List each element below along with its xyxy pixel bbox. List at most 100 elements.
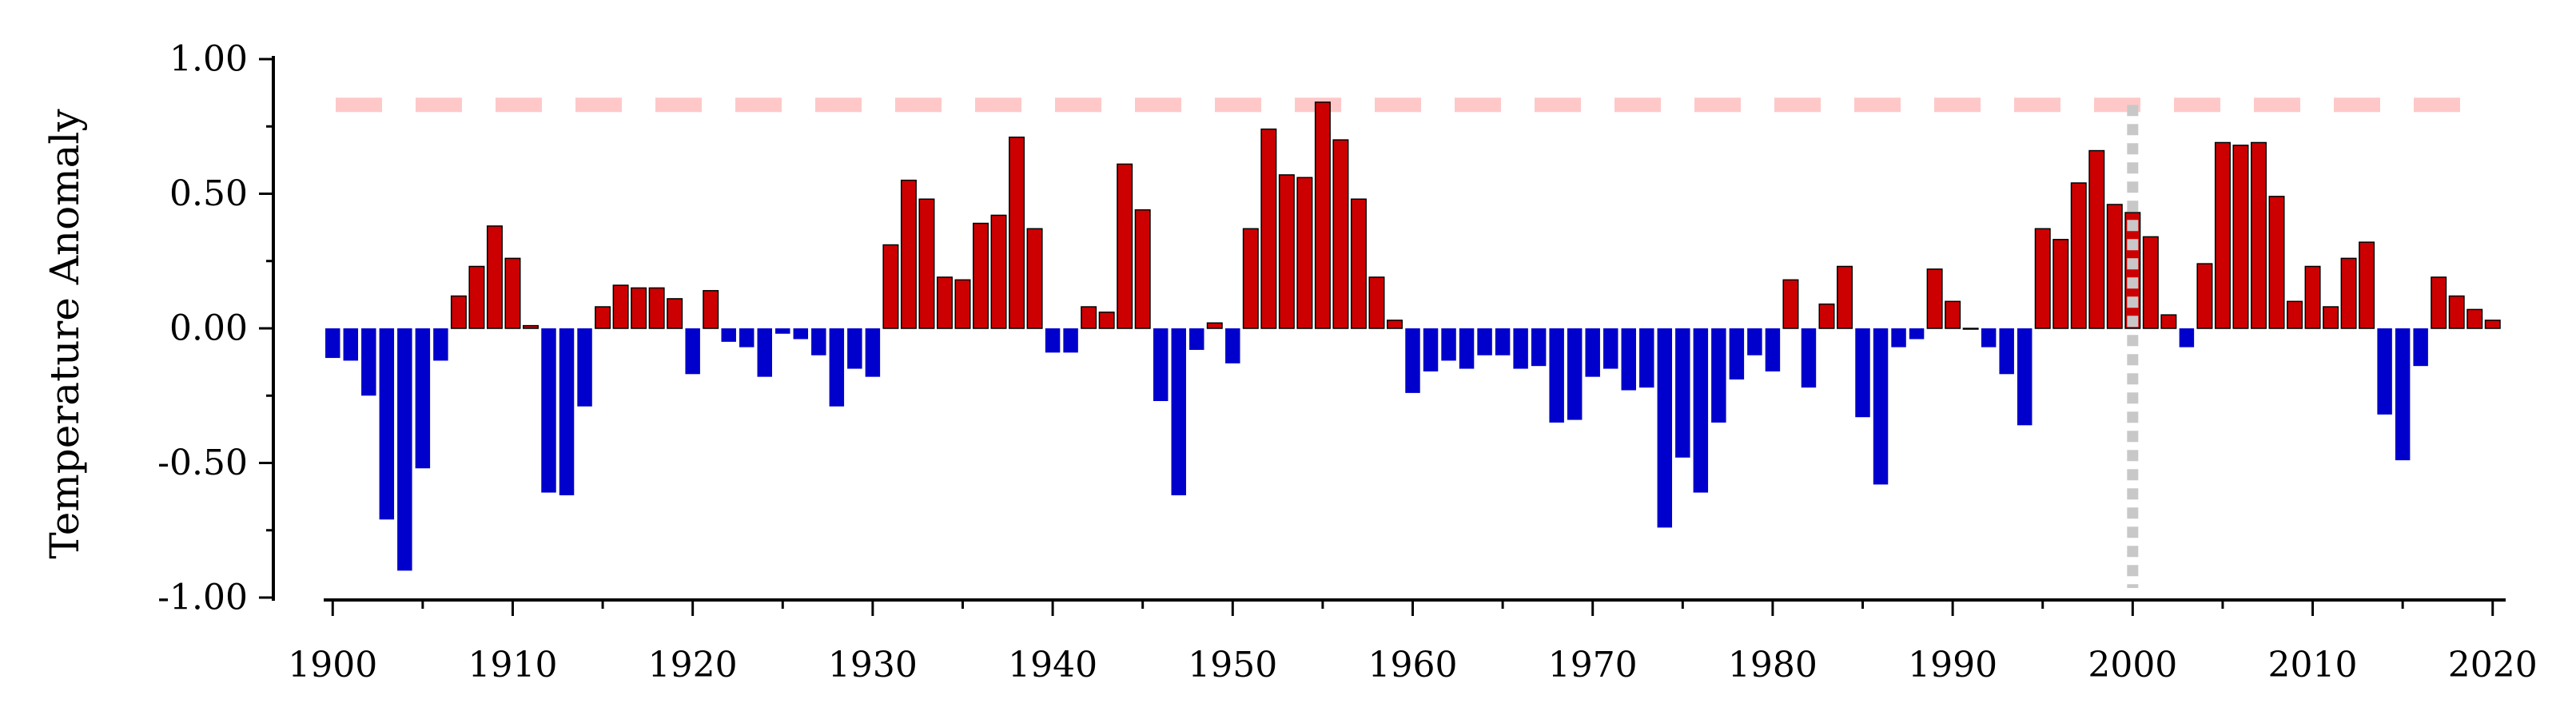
- bar-1938: [1009, 136, 1025, 329]
- bar-1956: [1332, 139, 1349, 329]
- bar-2013: [2359, 241, 2375, 329]
- bar-1949: [1206, 322, 1223, 329]
- bar-1971: [1603, 328, 1618, 369]
- bar-1924: [757, 328, 772, 377]
- bar-2014: [2377, 328, 2392, 415]
- bar-2020: [2484, 320, 2501, 329]
- bar-2017: [2431, 276, 2447, 329]
- x-tick-label: 2010: [2268, 645, 2358, 685]
- bar-1927: [811, 328, 826, 356]
- bar-2007: [2250, 141, 2267, 329]
- bar-1990: [1945, 300, 1961, 329]
- bar-1958: [1368, 276, 1385, 329]
- bar-1935: [954, 279, 971, 329]
- bar-2019: [2467, 308, 2483, 329]
- bar-1981: [1782, 279, 1799, 329]
- bar-1931: [882, 244, 899, 329]
- bar-1941: [1063, 328, 1078, 353]
- bar-1953: [1278, 174, 1295, 329]
- bar-1967: [1531, 328, 1547, 367]
- bar-1960: [1405, 328, 1420, 393]
- bar-1985: [1855, 328, 1870, 418]
- bar-1974: [1657, 328, 1673, 528]
- bar-1925: [775, 328, 790, 334]
- bar-2005: [2214, 141, 2231, 329]
- bar-2012: [2340, 257, 2357, 329]
- bar-1996: [2052, 239, 2069, 329]
- bar-1930: [865, 328, 881, 377]
- y-tick-label: 0.50: [169, 173, 248, 214]
- bar-2004: [2196, 263, 2213, 329]
- bar-1942: [1081, 306, 1097, 329]
- bar-1982: [1801, 328, 1817, 388]
- bar-1936: [973, 222, 989, 329]
- x-tick-label: 1980: [1728, 645, 1818, 685]
- bar-1984: [1837, 265, 1853, 329]
- bar-1951: [1242, 228, 1259, 329]
- bar-1905: [415, 328, 431, 469]
- bar-1904: [397, 328, 412, 571]
- axes-group: 1.00 0.50 0.00 -0.50 -1.00 1900 1910 1920 1930 19…: [157, 39, 2538, 686]
- bar-1911: [523, 324, 539, 329]
- bar-1968: [1549, 328, 1564, 423]
- bar-1900: [325, 328, 340, 359]
- bar-1914: [577, 328, 592, 407]
- bar-1920: [685, 328, 700, 375]
- bar-1983: [1818, 303, 1835, 329]
- bar-1903: [379, 328, 395, 520]
- bar-1944: [1117, 163, 1133, 329]
- bar-1999: [2106, 204, 2123, 329]
- bar-1998: [2088, 149, 2105, 329]
- bar-1980: [1765, 328, 1781, 371]
- bar-1943: [1098, 312, 1115, 329]
- x-tick-label: 1910: [468, 645, 557, 685]
- bar-1937: [990, 214, 1007, 329]
- bar-1979: [1747, 328, 1762, 356]
- bar-1922: [721, 328, 736, 342]
- y-tick-label: 0.00: [169, 308, 248, 349]
- bar-1975: [1675, 328, 1690, 458]
- x-tick-label: 1960: [1368, 645, 1458, 685]
- bar-1940: [1045, 328, 1061, 353]
- bar-1976: [1693, 328, 1709, 493]
- bar-1921: [703, 290, 719, 329]
- bar-1994: [2017, 328, 2033, 426]
- bar-1909: [486, 225, 503, 329]
- bar-1977: [1711, 328, 1726, 423]
- y-tick-label: -1.00: [157, 578, 248, 618]
- y-tick-label: 1.00: [169, 39, 248, 80]
- bar-1918: [648, 287, 665, 329]
- bar-1919: [667, 298, 683, 329]
- bar-2015: [2395, 328, 2411, 461]
- x-tick-label: 1950: [1188, 645, 1277, 685]
- bar-1902: [361, 328, 376, 396]
- bar-1910: [504, 257, 521, 329]
- bar-1915: [595, 306, 611, 329]
- bar-1947: [1171, 328, 1186, 495]
- bar-1917: [631, 287, 647, 329]
- bar-1965: [1495, 328, 1511, 356]
- bar-1966: [1513, 328, 1528, 369]
- bar-1906: [433, 328, 448, 361]
- bar-2003: [2179, 328, 2195, 348]
- bar-1955: [1314, 101, 1331, 329]
- bar-1969: [1567, 328, 1583, 420]
- bar-2006: [2232, 145, 2249, 329]
- bar-1916: [612, 284, 629, 329]
- bar-2018: [2448, 295, 2465, 329]
- bar-1991: [1962, 328, 1979, 330]
- bar-2011: [2323, 306, 2339, 329]
- bar-1993: [1999, 328, 2014, 375]
- bar-1972: [1621, 328, 1636, 391]
- x-tick-label: 1970: [1548, 645, 1638, 685]
- bar-1934: [936, 276, 953, 329]
- bar-1964: [1477, 328, 1492, 356]
- bar-1946: [1153, 328, 1169, 401]
- bar-1959: [1387, 320, 1403, 329]
- bars-group: [325, 101, 2501, 571]
- y-tick-label: -0.50: [157, 443, 248, 483]
- bar-1929: [847, 328, 862, 369]
- bar-1997: [2070, 182, 2087, 329]
- bar-1961: [1423, 328, 1439, 371]
- bar-1952: [1260, 128, 1277, 329]
